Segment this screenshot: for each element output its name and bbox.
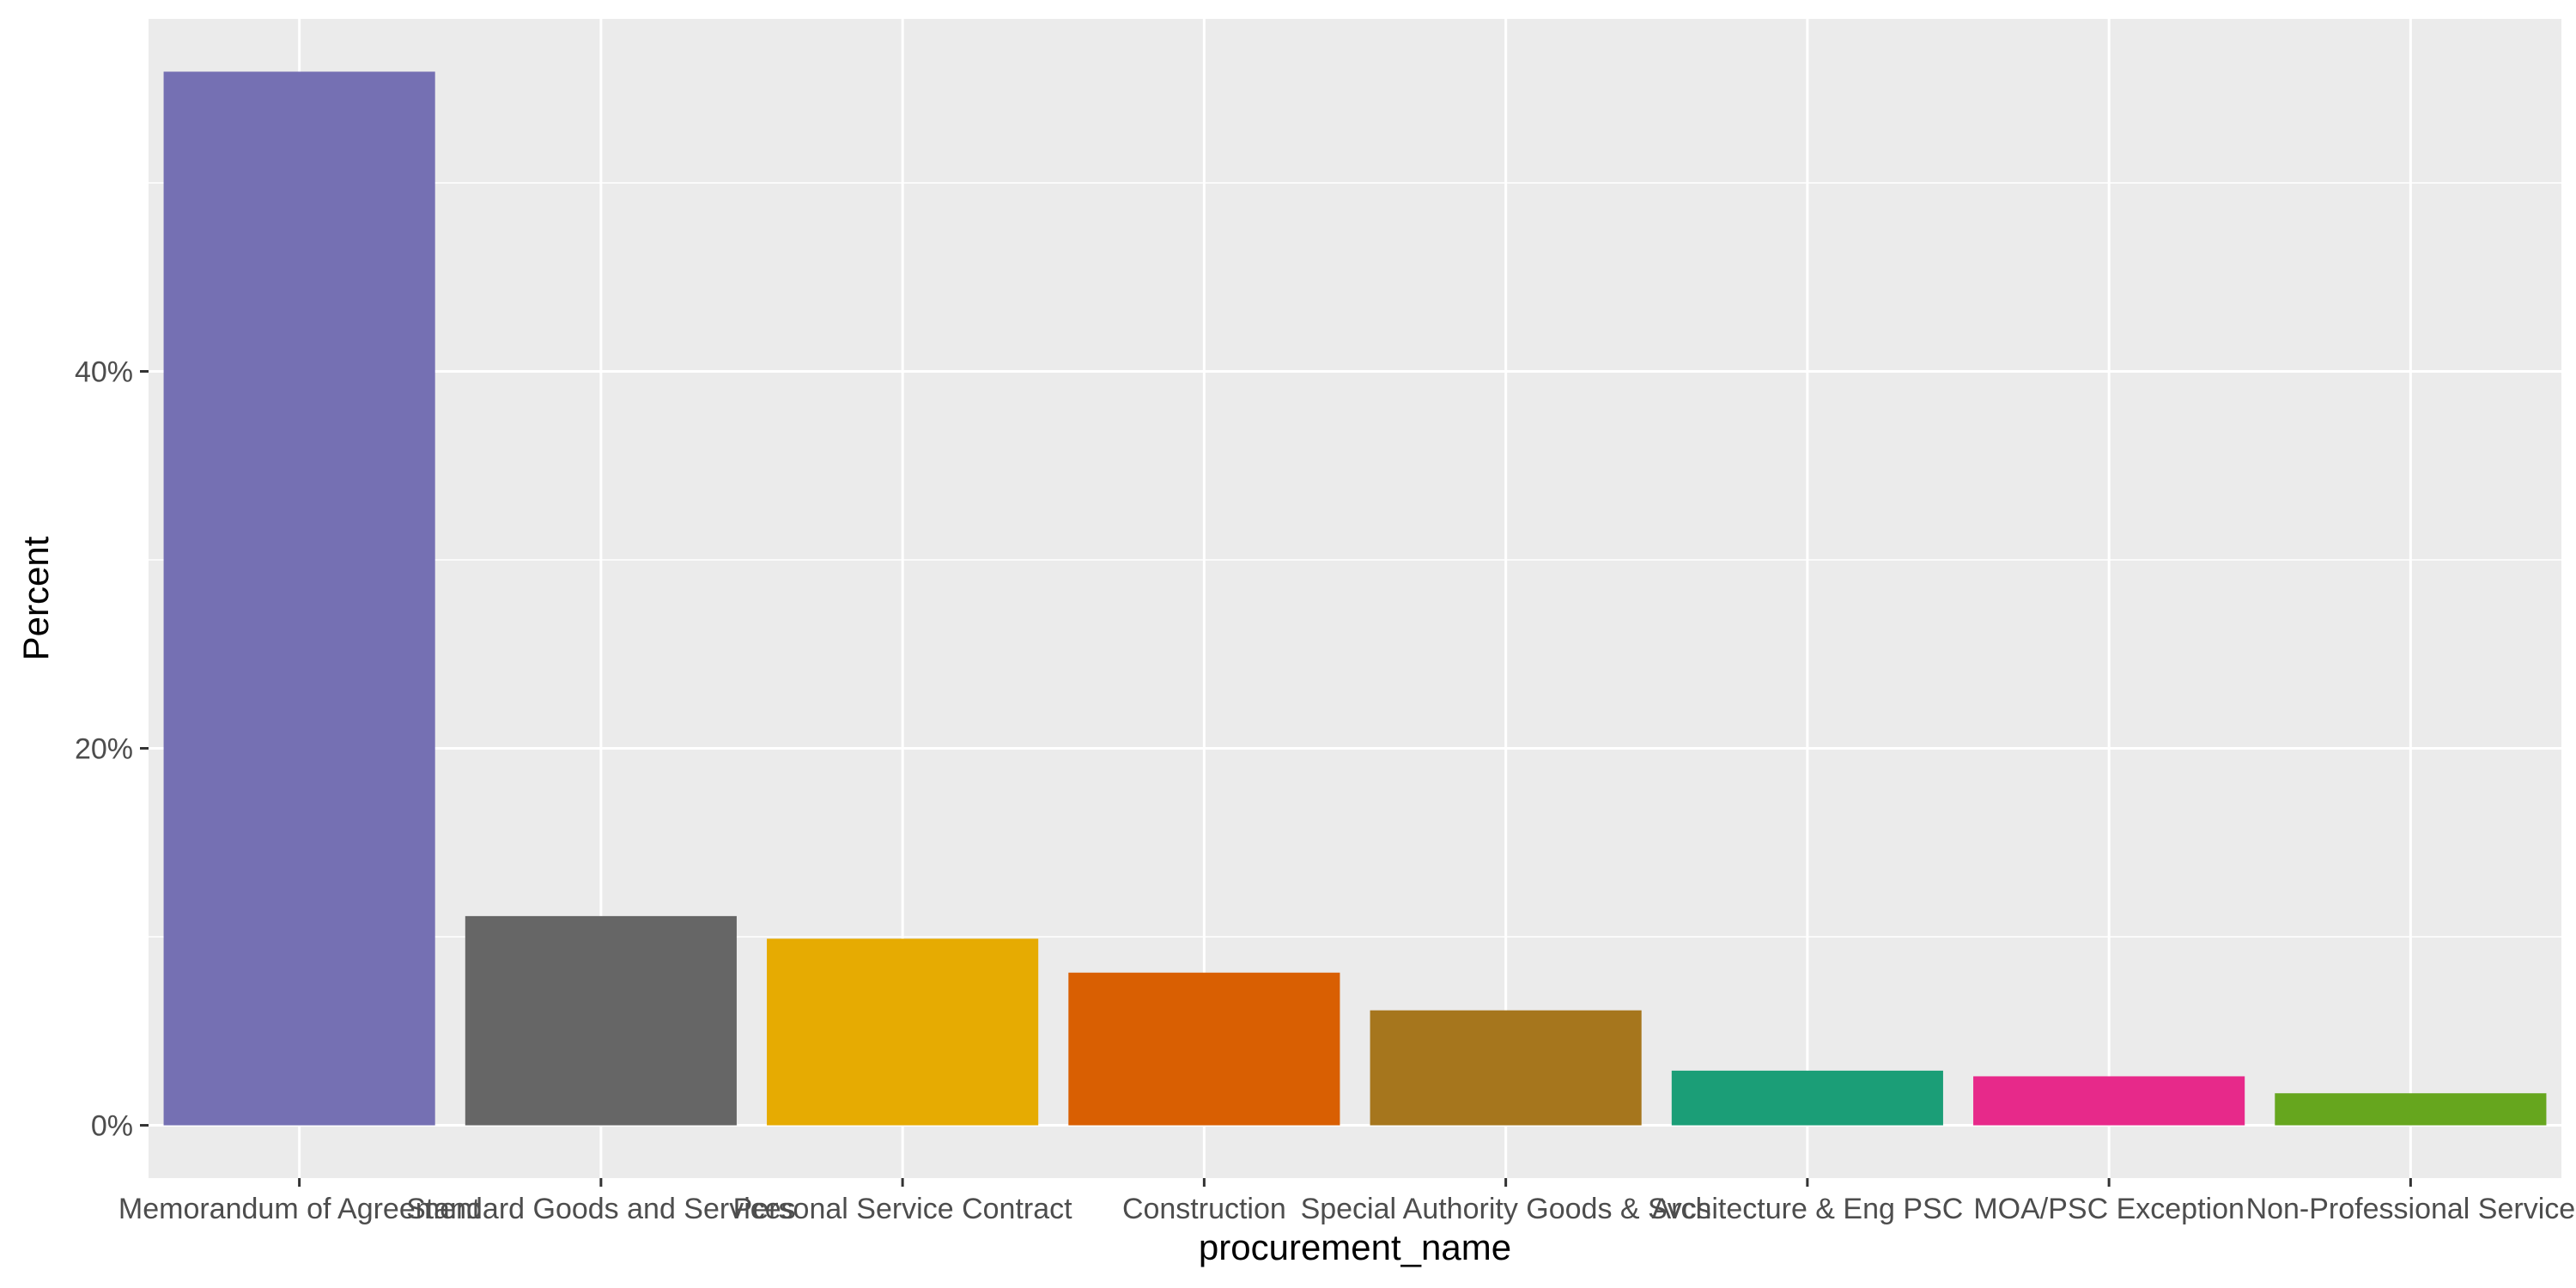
x-axis-title: procurement_name xyxy=(1199,1227,1511,1267)
x-tick-label: Non-Professional Service xyxy=(2246,1193,2576,1225)
bar xyxy=(1370,1010,1642,1126)
bar xyxy=(1671,1070,1943,1126)
bar xyxy=(465,915,737,1126)
x-tick-label: Personal Service Contract xyxy=(733,1193,1073,1225)
bar xyxy=(163,71,435,1126)
x-tick-label: Special Authority Goods & Svcs xyxy=(1301,1193,1711,1225)
y-tick-label: 0% xyxy=(91,1110,133,1143)
x-tick-label: Construction xyxy=(1122,1193,1286,1225)
x-tick-label: Architecture & Eng PSC xyxy=(1651,1193,1963,1225)
bars xyxy=(163,71,2547,1126)
bar xyxy=(1973,1076,2245,1126)
y-tick-label: 40% xyxy=(75,355,133,388)
y-tick-label: 20% xyxy=(75,733,133,766)
y-axis-title: Percent xyxy=(15,536,56,660)
x-tick-label: MOA/PSC Exception xyxy=(1973,1193,2245,1225)
bar xyxy=(767,939,1039,1126)
x-tick-label: Memorandum of Agreement xyxy=(118,1193,481,1225)
bar xyxy=(1068,972,1340,1126)
x-tick-label: Standard Goods and Services xyxy=(406,1193,796,1225)
y-axis-ticks: 0% 20% 40% xyxy=(75,355,149,1143)
bar xyxy=(2275,1093,2547,1126)
